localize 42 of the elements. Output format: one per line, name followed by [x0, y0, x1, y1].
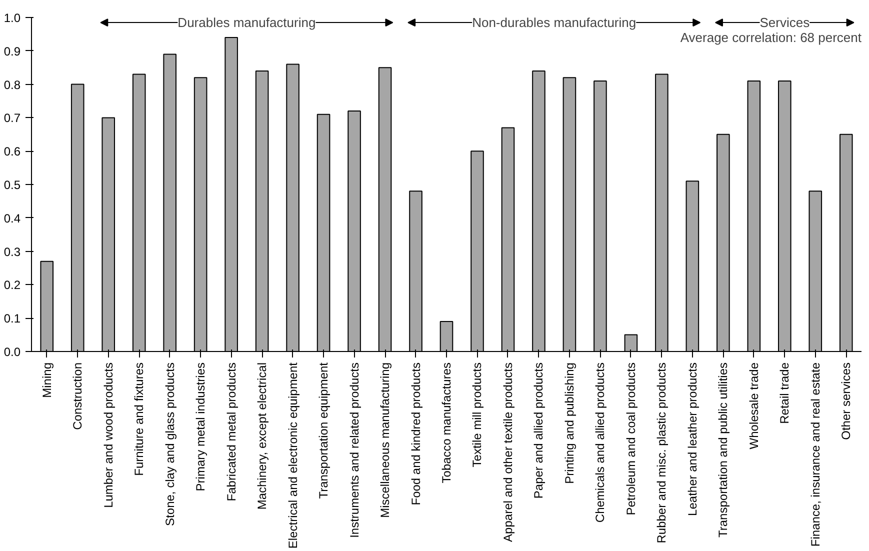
- y-tick-label: 0.6: [4, 144, 21, 159]
- y-tick-label: 0.3: [4, 244, 21, 259]
- annotation: Services: [760, 15, 810, 30]
- y-tick-label: 0.0: [4, 345, 21, 359]
- x-tick-label: Other services: [839, 362, 854, 440]
- x-tick-label: Leather and leather products: [685, 362, 700, 516]
- y-tick-label: 0.8: [4, 78, 21, 92]
- annotation: Average correlation: 68 percent: [680, 30, 862, 46]
- x-tick-label: Primary metal industries: [194, 362, 208, 492]
- x-tick-label: Food and kindred products: [408, 362, 423, 506]
- x-tick-label: Instruments and related products: [347, 362, 362, 538]
- y-tick-label: 0.9: [4, 44, 21, 58]
- x-tick-label: Miscellaneous manufacturing: [378, 362, 392, 518]
- x-tick-label: Machinery, except electrical: [255, 362, 270, 510]
- y-tick-label: 1.0: [4, 11, 21, 25]
- y-tick-label: 0.2: [4, 278, 21, 292]
- x-tick-label: Rubber and misc. plastic products: [654, 362, 669, 544]
- y-tick-label: 0.7: [4, 111, 21, 126]
- x-tick-label: Textile mill products: [470, 362, 484, 468]
- x-tick-label: Chemicals and allied products: [593, 362, 608, 523]
- annotation: Durables manufacturing: [178, 15, 316, 30]
- x-tick-label: Paper and allied products: [532, 362, 546, 499]
- x-tick-label: Stone, clay and glass products: [162, 362, 177, 526]
- x-tick-label: Petroleum and coal products: [624, 362, 638, 516]
- x-tick-label: Construction: [70, 362, 85, 430]
- x-tick-label: Apparel and other textile products: [500, 362, 515, 542]
- x-tick-label: Printing and publishing: [562, 362, 576, 484]
- x-tick-label: Lumber and wood products: [101, 362, 116, 508]
- x-tick-label: Mining: [40, 362, 54, 398]
- y-tick-label: 0.4: [4, 211, 21, 226]
- annotation: Non-durables manufacturing: [472, 15, 636, 30]
- x-tick-label: Tobacco manufactures: [440, 362, 454, 484]
- x-tick-label: Fabricated metal products: [224, 362, 238, 502]
- x-tick-label: Finance, insurance and real estate: [808, 362, 822, 547]
- x-tick-label: Wholesale trade: [746, 362, 761, 450]
- x-tick-label: Transportation and public utilities: [716, 362, 730, 538]
- x-tick-label: Furniture and fixtures: [132, 362, 146, 476]
- y-tick-label: 0.5: [4, 178, 21, 192]
- y-tick-label: 0.1: [4, 312, 21, 326]
- x-tick-label: Retail trade: [778, 362, 792, 424]
- x-tick-label: Electrical and electronic equipment: [286, 362, 300, 549]
- x-tick-label: Transportation equipment: [316, 362, 331, 499]
